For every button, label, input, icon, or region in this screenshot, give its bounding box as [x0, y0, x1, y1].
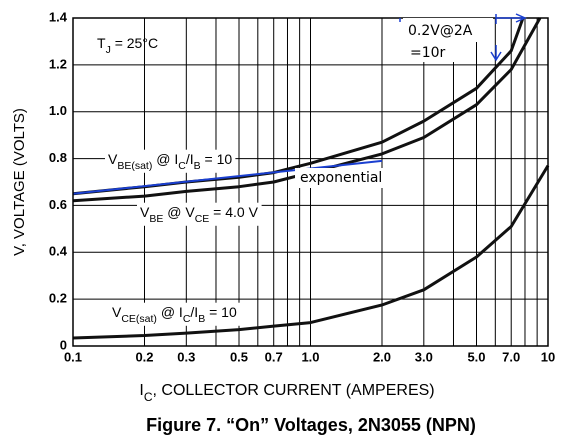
curve-label: TJ = 25°C: [97, 35, 158, 56]
x-tick-label: 10: [541, 349, 555, 364]
text-part: V: [140, 204, 150, 220]
curve: [72, 159, 383, 195]
x-tick-label: 3.0: [415, 349, 433, 364]
x-tick-label: 5.0: [467, 349, 485, 364]
text-part: T: [97, 35, 106, 51]
text-part: = 4.0 V: [209, 204, 258, 220]
text-part: @ V: [163, 204, 195, 220]
x-tick-label: 1.0: [301, 349, 319, 364]
y-tick-label: 0: [60, 337, 67, 352]
handwritten-note: 0.2V@2A: [408, 23, 473, 39]
note-backdrop: [403, 18, 493, 42]
text-part: exponential: [300, 170, 382, 186]
text-part: V: [112, 304, 122, 320]
y-tick-label: 1.0: [49, 103, 67, 118]
text-part: /I: [186, 151, 194, 167]
text-part: @ I: [152, 151, 178, 167]
subscript: BE: [149, 213, 163, 225]
subscript: BE(sat): [117, 160, 152, 172]
y-tick-label: 0.4: [49, 244, 68, 259]
subscript: J: [106, 44, 111, 56]
label-backdrop: [137, 202, 262, 226]
label-backdrop: [105, 149, 236, 173]
curve-label: VCE(sat) @ IC/IB = 10: [112, 304, 237, 325]
curve: [72, 164, 550, 340]
annotation-arrow: [399, 13, 527, 62]
y-tick-label: 1.4: [49, 9, 68, 24]
y-axis-title: V, VOLTAGE (VOLTS): [11, 108, 28, 256]
x-axis-title: IC, COLLECTOR CURRENT (AMPERES): [139, 382, 434, 404]
note-backdrop: [395, 42, 465, 62]
note-backdrop: [295, 168, 390, 188]
text-part: 0.2V@2A: [408, 23, 473, 39]
handwritten-note: exponential: [300, 170, 382, 186]
text-part: =10r: [410, 45, 446, 61]
text-part: I: [139, 382, 143, 399]
plot-frame: [72, 17, 549, 347]
x-tick-label: 0.5: [230, 349, 248, 364]
text-part: = 10: [205, 304, 237, 320]
subscript: C: [178, 160, 186, 172]
subscript: CE(sat): [121, 313, 157, 325]
curve-label: VBE @ VCE = 4.0 V: [140, 204, 259, 225]
label-backdrop: [109, 302, 240, 326]
text-part: = 10: [201, 151, 233, 167]
text-part: = 25°C: [111, 35, 158, 51]
text-part: @ I: [157, 304, 183, 320]
x-tick-label: 0.2: [135, 349, 153, 364]
handwritten-note: =10r: [410, 45, 446, 61]
y-tick-label: 0.6: [49, 197, 67, 212]
text-part: , COLLECTOR CURRENT (AMPERES): [153, 382, 435, 399]
subscript: CE: [195, 213, 210, 225]
text-part: V: [108, 151, 118, 167]
caption: Figure 7. “On” Voltages, 2N3055 (NPN): [146, 415, 476, 435]
subscript: B: [194, 160, 201, 172]
subscript: C: [183, 313, 191, 325]
text-part: /I: [190, 304, 198, 320]
subscript: B: [198, 313, 205, 325]
y-tick-label: 0.8: [49, 150, 67, 165]
x-tick-label: 7.0: [502, 349, 520, 364]
curve-label: VBE(sat) @ IC/IB = 10: [108, 151, 232, 172]
subscript: C: [144, 390, 153, 404]
x-tick-label: 0.7: [265, 349, 283, 364]
x-tick-label: 0.3: [177, 349, 195, 364]
x-tick-label: 0.1: [64, 349, 82, 364]
y-tick-label: 1.2: [49, 56, 67, 71]
x-tick-label: 2.0: [373, 349, 391, 364]
y-tick-label: 0.2: [49, 291, 67, 306]
